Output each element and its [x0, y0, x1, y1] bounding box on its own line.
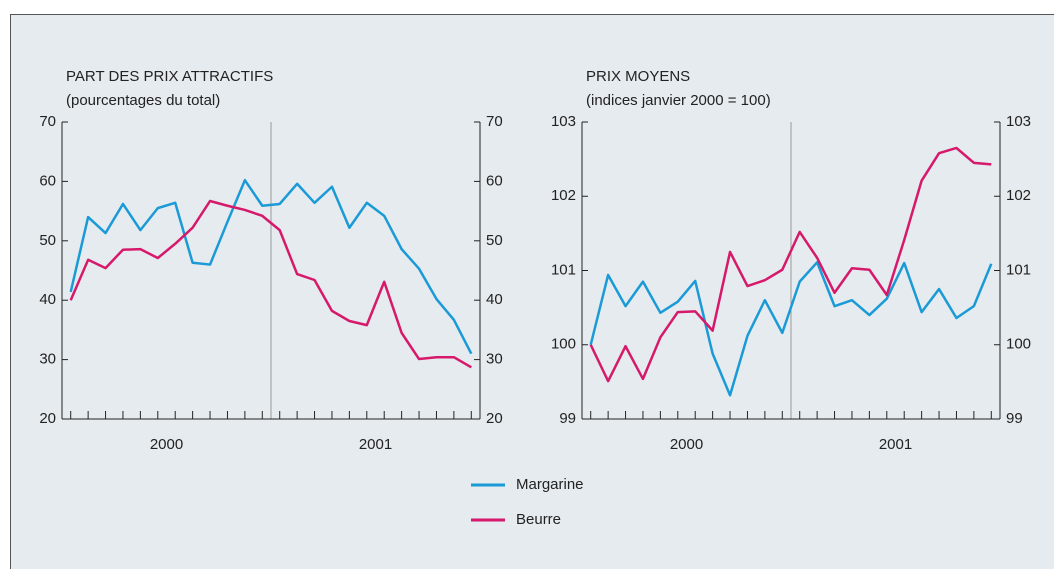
chart-subtitle: (indices janvier 2000 = 100): [586, 92, 771, 109]
chart-title: PART DES PRIX ATTRACTIFS: [66, 68, 273, 85]
y-tick-label: 103: [1006, 113, 1031, 130]
series-line: [69, 178, 473, 355]
x-group-label: 2001: [359, 436, 392, 453]
y-tick-label: 101: [551, 261, 576, 278]
y-tick-label: 60: [486, 172, 503, 189]
x-group-label: 2001: [879, 436, 912, 453]
y-tick-label: 99: [1006, 410, 1023, 427]
y-tick-label: 40: [486, 291, 503, 308]
series-line: [589, 261, 993, 397]
y-tick-label: 103: [551, 113, 576, 130]
y-tick-label: 70: [39, 113, 56, 130]
x-group-label: 2000: [150, 436, 183, 453]
y-tick-label: 102: [1006, 187, 1031, 204]
background: [10, 14, 1054, 569]
y-tick-label: 20: [486, 410, 503, 427]
y-tick-label: 100: [1006, 336, 1031, 353]
series-line: [589, 146, 992, 383]
legend-label: Beurre: [516, 511, 561, 528]
y-tick-label: 70: [486, 113, 503, 130]
x-group-label: 2000: [670, 436, 703, 453]
y-tick-label: 50: [39, 232, 56, 249]
y-tick-label: 102: [551, 187, 576, 204]
y-tick-label: 30: [486, 351, 503, 368]
y-tick-label: 50: [486, 232, 503, 249]
legend-label: Margarine: [516, 476, 584, 493]
y-tick-label: 99: [559, 410, 576, 427]
series-line: [69, 199, 472, 369]
y-tick-label: 20: [39, 410, 56, 427]
y-tick-label: 101: [1006, 261, 1031, 278]
chart-subtitle: (pourcentages du total): [66, 92, 220, 109]
chart-title: PRIX MOYENS: [586, 68, 690, 85]
y-tick-label: 40: [39, 291, 56, 308]
y-tick-label: 100: [551, 336, 576, 353]
y-tick-label: 60: [39, 172, 56, 189]
y-tick-label: 30: [39, 351, 56, 368]
